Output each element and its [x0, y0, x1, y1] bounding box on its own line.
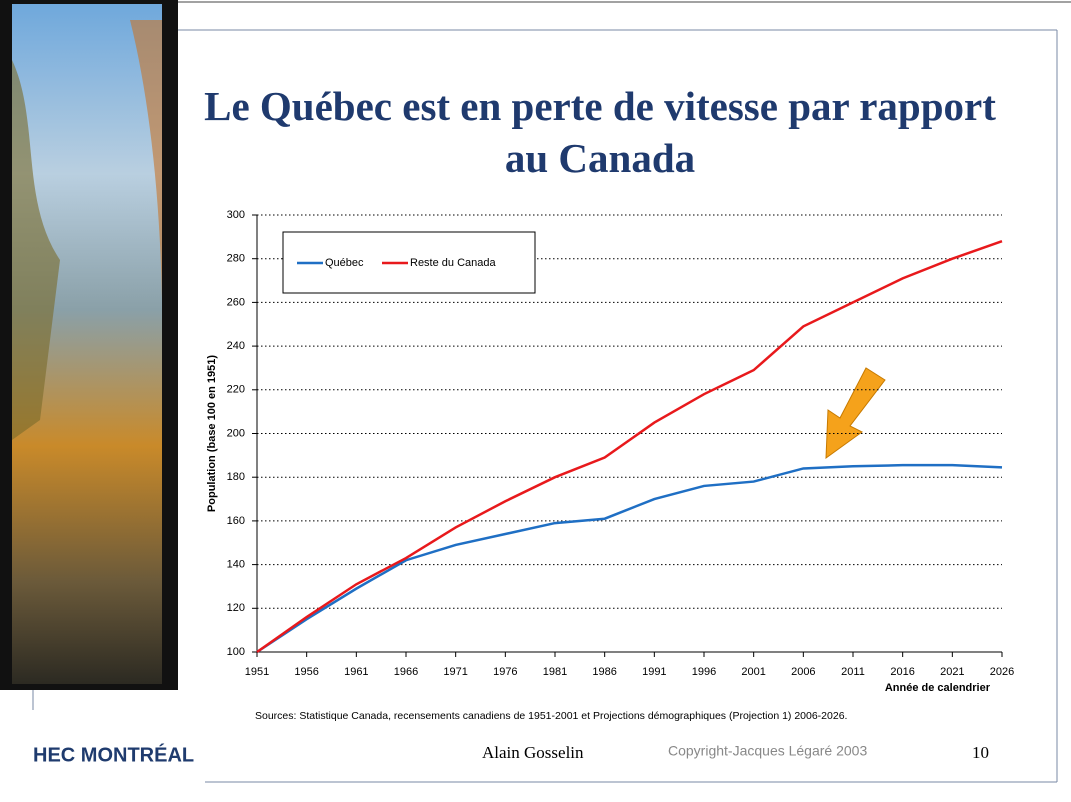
- y-tick-label: 100: [227, 646, 245, 658]
- x-tick-label: 1951: [245, 666, 269, 678]
- x-tick-label: 2021: [940, 666, 964, 678]
- logo: HEC MONTRÉAL: [33, 743, 194, 766]
- y-tick-label: 280: [227, 253, 245, 265]
- legend-label: Québec: [325, 257, 364, 269]
- source-note: Sources: Statistique Canada, recensement…: [255, 710, 847, 722]
- x-tick-label: 1976: [493, 666, 517, 678]
- y-tick-label: 120: [227, 602, 245, 614]
- x-tick-label: 1961: [344, 666, 368, 678]
- arrow: [825, 367, 886, 460]
- y-tick-label: 240: [227, 340, 245, 352]
- photo-trees: [12, 60, 60, 440]
- x-tick-label: 2006: [791, 666, 815, 678]
- y-tick-label: 300: [227, 209, 245, 221]
- line-series: [256, 240, 1003, 654]
- x-tick-label: 1996: [692, 666, 716, 678]
- legend-box: [282, 231, 536, 294]
- y-tick-label: 160: [227, 515, 245, 527]
- x-tick-label: 1981: [543, 666, 567, 678]
- chart-title: Le Québec est en perte de vitesse par ra…: [204, 83, 996, 181]
- x-axis-label: Année de calendrier: [885, 682, 991, 694]
- author: Alain Gosselin: [482, 743, 584, 762]
- x-tick-label: 1956: [294, 666, 318, 678]
- y-tick-label: 260: [227, 296, 245, 308]
- y-tick-label: 140: [227, 559, 245, 571]
- x-tick-label: 2011: [841, 666, 865, 678]
- page-number: 10: [972, 743, 989, 762]
- x-tick-label: 2001: [741, 666, 765, 678]
- x-tick-label: 1991: [642, 666, 666, 678]
- photo-trees: [130, 20, 162, 300]
- y-tick-label: 220: [227, 384, 245, 396]
- y-tick-label: 180: [227, 471, 245, 483]
- x-tick-label: 1971: [443, 666, 467, 678]
- x-tick-label: 1986: [592, 666, 616, 678]
- legend-label: Reste du Canada: [410, 257, 496, 269]
- copyright: Copyright-Jacques Légaré 2003: [668, 743, 867, 759]
- y-axis-label: Population (base 100 en 1951): [206, 355, 218, 512]
- x-tick-label: 1966: [394, 666, 418, 678]
- y-tick-label: 200: [227, 427, 245, 439]
- x-tick-label: 2026: [990, 666, 1014, 678]
- line-series: [256, 463, 1003, 654]
- x-tick-label: 2016: [890, 666, 914, 678]
